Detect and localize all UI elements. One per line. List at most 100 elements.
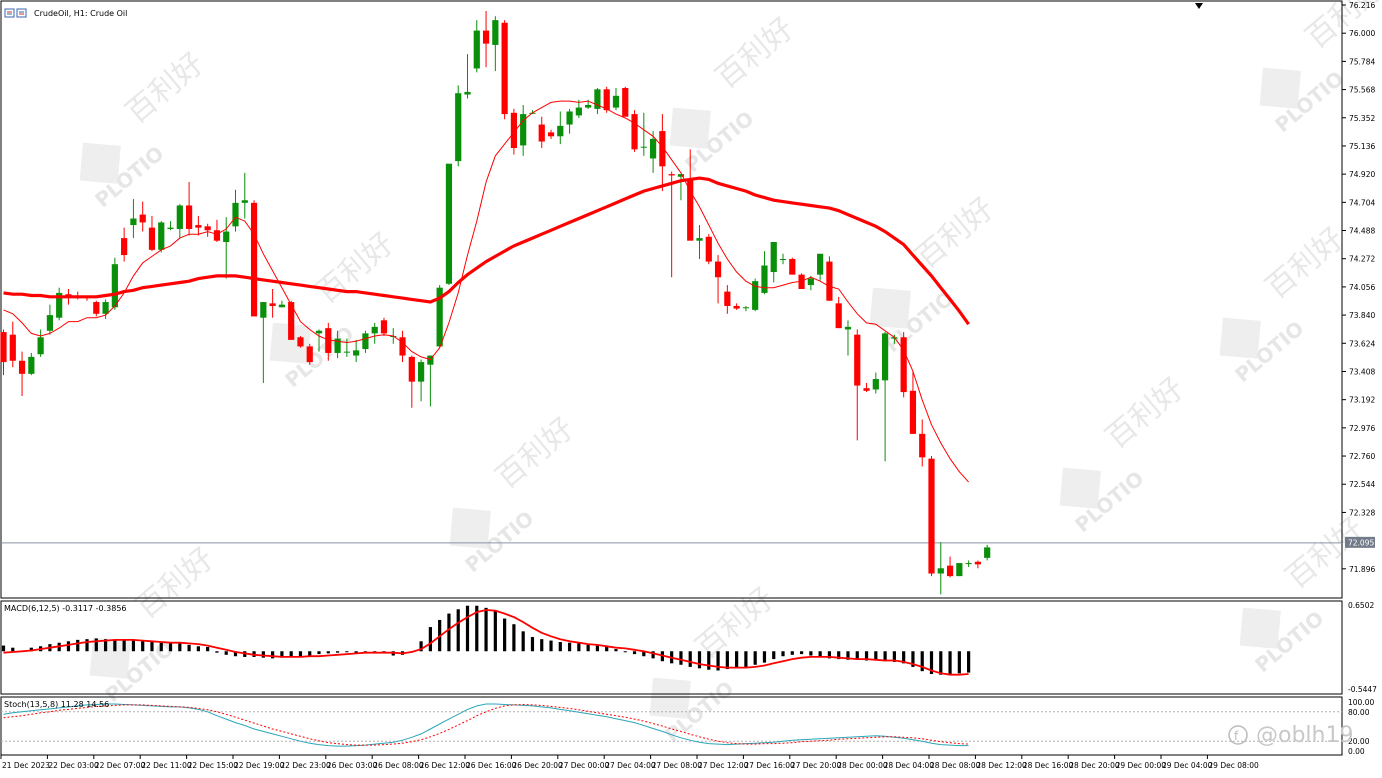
candle-body bbox=[278, 304, 285, 308]
candle-body bbox=[176, 205, 183, 229]
macd-bar bbox=[558, 642, 562, 652]
candle-body bbox=[882, 333, 889, 381]
candle-body bbox=[724, 291, 731, 306]
macd-bar bbox=[530, 637, 535, 652]
macd-bar bbox=[855, 651, 859, 660]
macd-bar bbox=[484, 607, 488, 652]
macd-bar bbox=[883, 651, 887, 662]
price-tick-label: 74.704 bbox=[1349, 198, 1375, 207]
candle-body bbox=[817, 253, 824, 275]
candle-body bbox=[241, 200, 248, 203]
time-tick-label: 27 Dec 16:00 bbox=[744, 761, 795, 770]
candle-body bbox=[612, 95, 620, 108]
macd-bar bbox=[373, 651, 377, 653]
candle-body bbox=[18, 360, 26, 374]
candle-body bbox=[121, 238, 128, 256]
candle-body bbox=[269, 303, 276, 306]
macd-bar bbox=[929, 651, 934, 675]
macd-bar bbox=[465, 605, 470, 652]
candle-body bbox=[946, 565, 954, 577]
macd-bar bbox=[707, 651, 711, 670]
main-panel-frame bbox=[0, 0, 1343, 599]
candle-body bbox=[510, 112, 517, 149]
macd-bar bbox=[967, 651, 971, 673]
candle-body bbox=[93, 302, 100, 314]
macd-bar bbox=[280, 651, 284, 658]
time-tick-label: 26 Dec 16:00 bbox=[466, 761, 517, 770]
candle-body bbox=[677, 174, 685, 177]
candle-body bbox=[640, 146, 647, 148]
macd-bar bbox=[215, 651, 219, 653]
macd-bar bbox=[150, 642, 154, 652]
candle-body bbox=[557, 125, 564, 137]
macd-bar bbox=[122, 639, 126, 652]
macd-bar bbox=[837, 651, 841, 660]
time-tick-label: 29 Dec 08:00 bbox=[1208, 761, 1259, 770]
macd-bar bbox=[697, 651, 702, 669]
macd-bar bbox=[642, 651, 646, 657]
candle-body bbox=[631, 114, 638, 150]
chart-shift-marker-icon[interactable] bbox=[1195, 3, 1203, 9]
macd-bar bbox=[586, 644, 590, 652]
macd-bar bbox=[540, 639, 544, 652]
candle-body bbox=[139, 214, 146, 223]
macd-bar bbox=[577, 643, 581, 652]
macd-bar bbox=[1, 645, 6, 652]
candle-body bbox=[798, 274, 805, 289]
macd-bar bbox=[178, 643, 182, 652]
time-tick-label: 28 Dec 16:00 bbox=[1023, 761, 1074, 770]
time-tick-label: 22 Dec 11:00 bbox=[141, 761, 192, 770]
time-tick-label: 28 Dec 20:00 bbox=[1069, 761, 1120, 770]
macd-bar bbox=[159, 642, 163, 652]
candle-body bbox=[418, 362, 425, 382]
macd-bar bbox=[271, 651, 275, 659]
macd-bar bbox=[799, 651, 804, 655]
candle-body bbox=[547, 132, 555, 137]
candle-body bbox=[102, 302, 109, 314]
social-handle-text: @oblh19 bbox=[1256, 723, 1353, 748]
macd-bar bbox=[103, 639, 108, 652]
macd-bar bbox=[902, 651, 906, 664]
time-tick-label: 28 Dec 08:00 bbox=[930, 761, 981, 770]
candle-body bbox=[668, 174, 675, 176]
macd-bar bbox=[948, 651, 952, 675]
macd-bar bbox=[688, 651, 692, 667]
candle-body bbox=[770, 242, 777, 273]
macd-label: MACD(6,12,5) -0.3117 -0.3856 bbox=[4, 604, 127, 613]
candle-body bbox=[965, 563, 972, 565]
svg-text:f: f bbox=[1234, 729, 1239, 743]
candle-body bbox=[148, 227, 156, 250]
candle-body bbox=[473, 30, 480, 69]
price-tick-label: 75.352 bbox=[1349, 114, 1375, 123]
candle-body bbox=[501, 22, 508, 115]
macd-bar bbox=[224, 651, 228, 655]
time-tick-label: 22 Dec 03:00 bbox=[48, 761, 99, 770]
candle-body bbox=[705, 236, 712, 262]
candle-body bbox=[37, 337, 44, 355]
price-tick-label: 74.272 bbox=[1349, 255, 1375, 264]
candle-body bbox=[733, 305, 740, 309]
macd-bar bbox=[503, 618, 507, 652]
candle-body bbox=[835, 303, 842, 329]
symbol-header[interactable]: CrudeOil, H1: Crude Oil bbox=[4, 8, 127, 18]
macd-bar bbox=[196, 646, 200, 652]
candle-body bbox=[195, 225, 202, 228]
candle-body bbox=[306, 346, 313, 363]
candle-body bbox=[520, 114, 527, 146]
candle-body bbox=[603, 89, 610, 111]
candle-body bbox=[575, 107, 582, 116]
macd-bar bbox=[206, 646, 210, 652]
stoch-tick-label: 100.00 bbox=[1348, 698, 1374, 707]
price-tick-label: 71.896 bbox=[1349, 565, 1375, 574]
candle-body bbox=[482, 30, 490, 44]
macd-bar bbox=[66, 641, 71, 652]
macd-bar bbox=[76, 639, 80, 652]
time-tick-label: 27 Dec 20:00 bbox=[791, 761, 842, 770]
price-tick-label: 74.056 bbox=[1349, 283, 1375, 292]
candle-body bbox=[111, 264, 118, 308]
candle-body bbox=[594, 89, 601, 109]
macd-bar bbox=[874, 651, 878, 661]
time-tick-label: 28 Dec 12:00 bbox=[976, 761, 1027, 770]
